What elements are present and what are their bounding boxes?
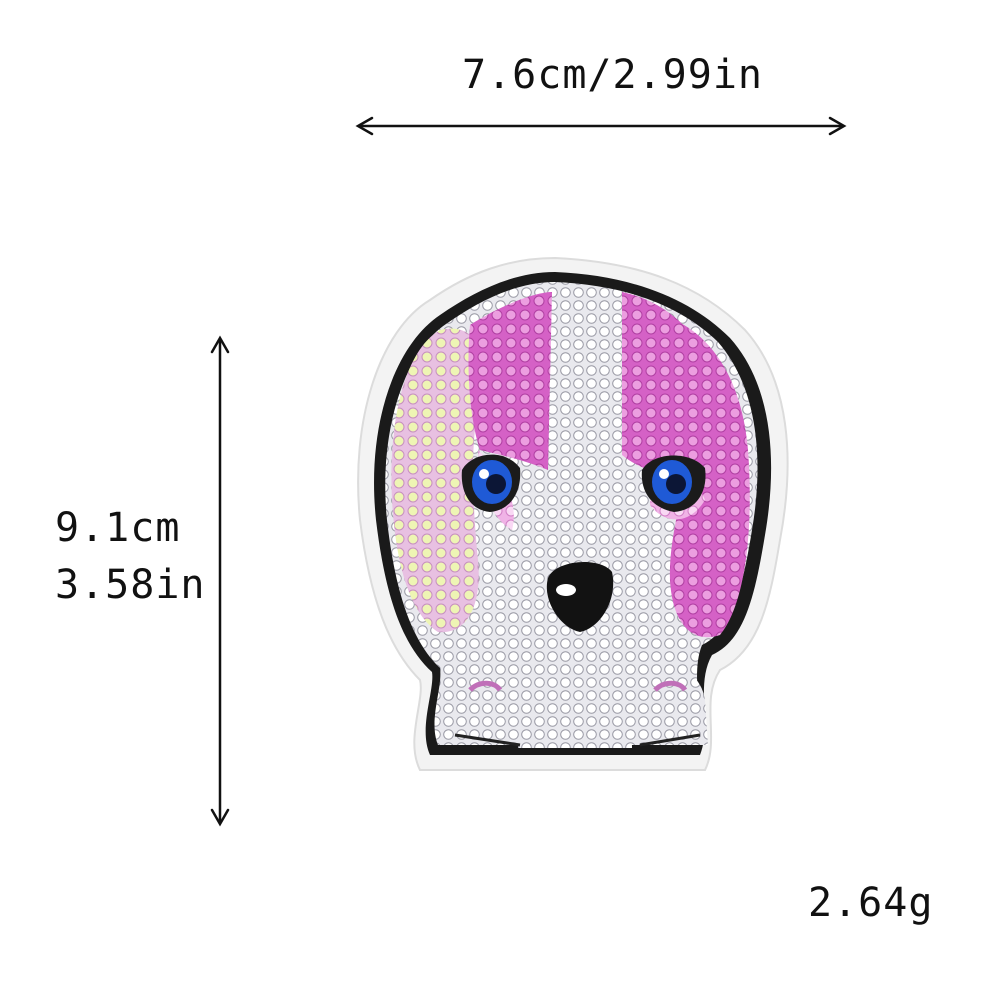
height-in-label: 3.58in bbox=[55, 562, 206, 608]
left-head-patch bbox=[468, 292, 552, 470]
right-eye bbox=[641, 455, 706, 512]
height-cm-label: 9.1cm bbox=[55, 505, 181, 551]
width-arrow bbox=[355, 116, 847, 136]
weight-label: 2.64g bbox=[808, 880, 934, 926]
dog-paws bbox=[440, 633, 708, 748]
right-head-patch bbox=[622, 292, 702, 475]
left-eye bbox=[461, 454, 521, 512]
width-dimension-label: 7.6cm/2.99in bbox=[462, 52, 763, 98]
height-arrow bbox=[210, 335, 230, 827]
dog-nose bbox=[546, 561, 614, 632]
left-ear bbox=[391, 328, 485, 633]
